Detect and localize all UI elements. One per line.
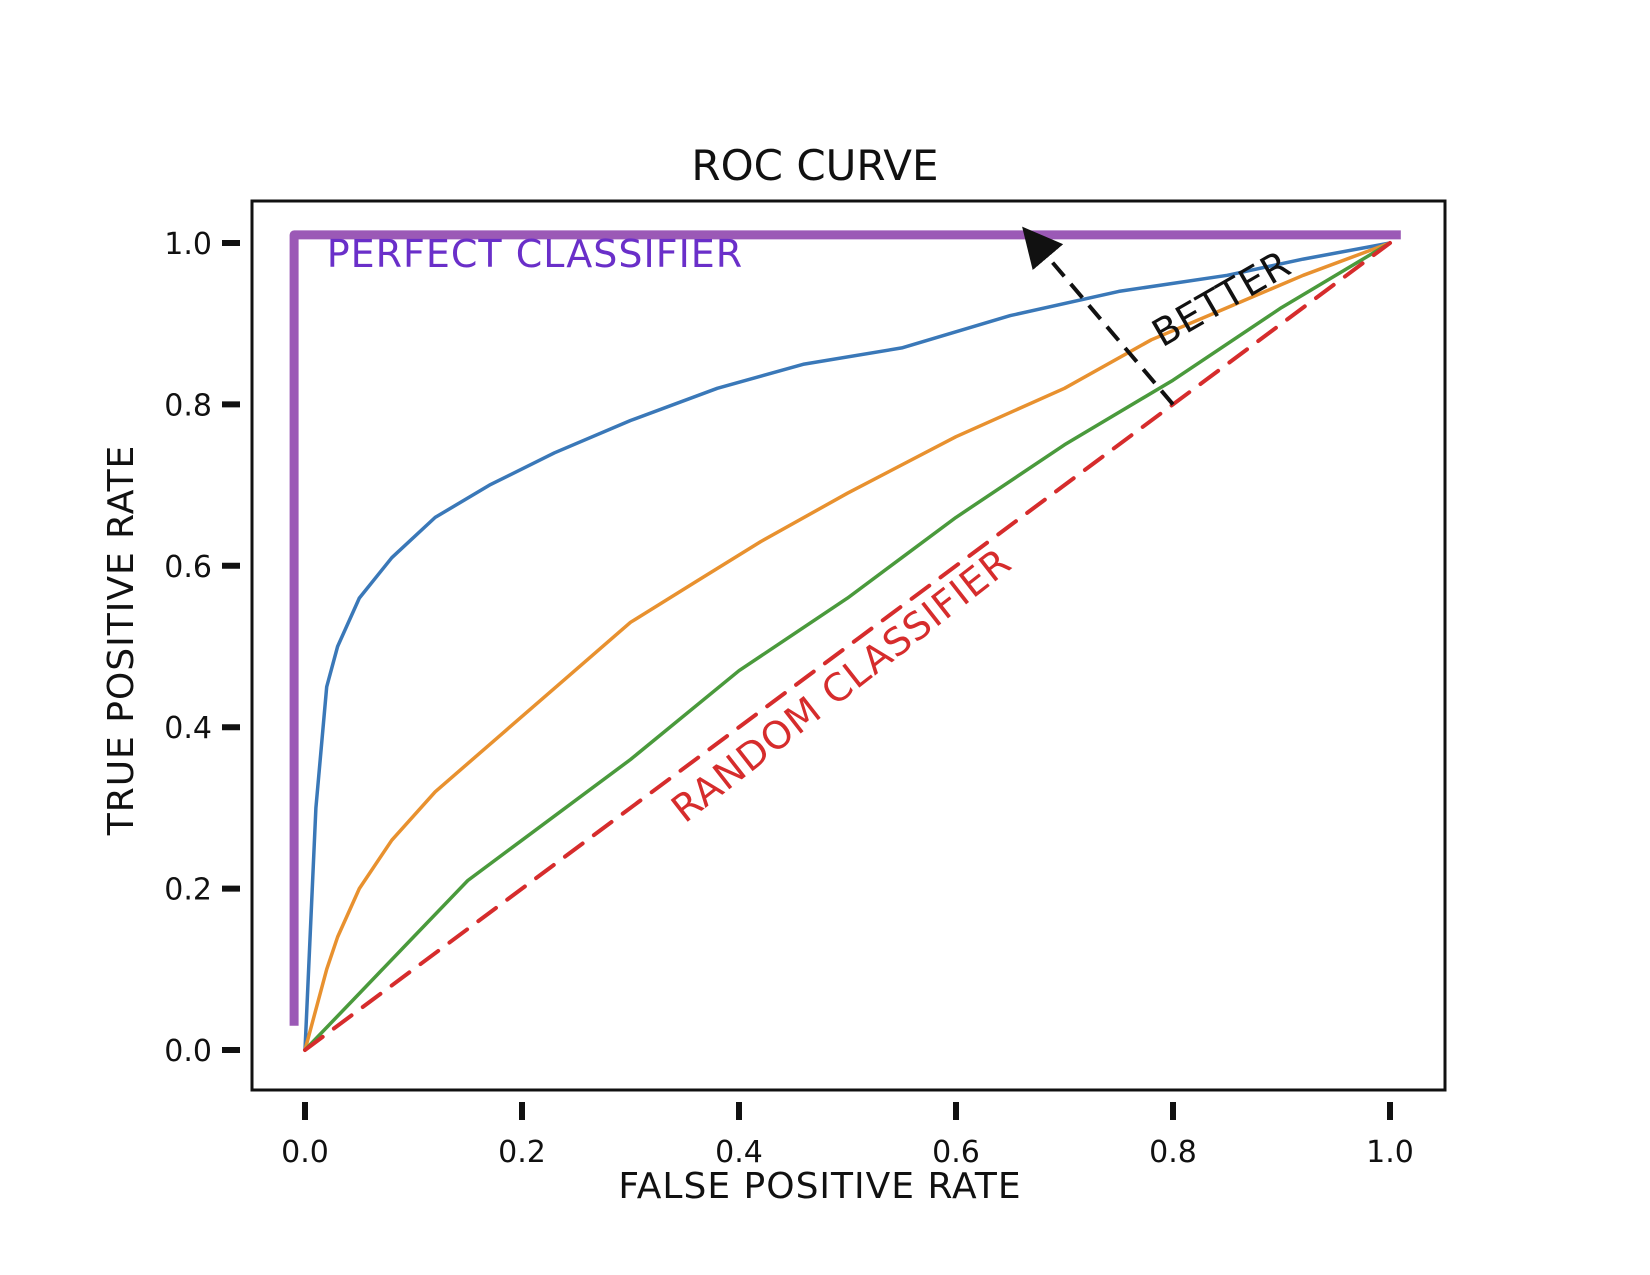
annotation-layer: PERFECT CLASSIFIER RANDOM CLASSIFIER BETTE… <box>327 226 1299 831</box>
x-tick-label: 0.0 <box>281 1135 329 1170</box>
y-tick-label: 1.0 <box>164 227 212 262</box>
y-tick-label: 0.8 <box>164 388 212 423</box>
y-tick-label: 0.0 <box>164 1034 212 1069</box>
tick-layer: 0.0 0.2 0.4 0.6 0.8 1.0 0.0 0.2 0.4 0.6 0.8 1.0 <box>164 227 1414 1170</box>
y-axis-label: TRUE POSITIVE RATE <box>101 445 142 837</box>
x-tick-label: 1.0 <box>1366 1135 1414 1170</box>
y-tick-label: 0.2 <box>164 873 212 908</box>
series-line-4 <box>303 241 1392 1052</box>
series-layer <box>289 230 1401 1052</box>
x-tick-label: 0.4 <box>715 1135 763 1170</box>
series-line-3 <box>303 241 1392 1052</box>
annotation-0: PERFECT CLASSIFIER <box>327 232 744 276</box>
x-tick-label: 0.8 <box>1149 1135 1197 1170</box>
annotation-1: RANDOM CLASSIFIER <box>663 539 1019 831</box>
y-tick-label: 0.4 <box>164 711 212 746</box>
y-tick-label: 0.6 <box>164 550 212 585</box>
series-line-0 <box>289 230 1401 1026</box>
series-line-2 <box>303 241 1392 1052</box>
x-tick-label: 0.6 <box>932 1135 980 1170</box>
better-arrow <box>1022 226 1175 406</box>
x-tick-label: 0.2 <box>498 1135 546 1170</box>
chart-title: ROC CURVE <box>691 141 938 190</box>
series-line-1 <box>303 241 1392 1052</box>
plot-frame <box>250 199 1447 1092</box>
annotation-2: BETTER <box>1145 241 1299 355</box>
plot-border <box>250 199 1447 1092</box>
x-axis-label: FALSE POSITIVE RATE <box>618 1166 1021 1207</box>
